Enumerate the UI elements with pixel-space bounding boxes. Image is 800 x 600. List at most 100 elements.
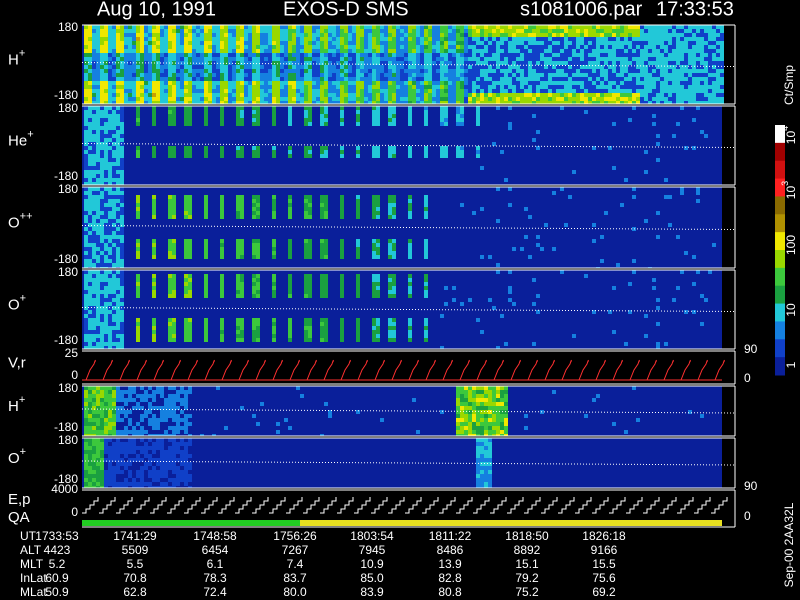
heatmap-cell [720,77,724,81]
heatmap-cell [196,37,200,41]
heatmap-cell [480,61,484,65]
heatmap-cell [608,81,612,85]
heatmap-cell [288,101,292,104]
heatmap-cell [580,41,584,45]
heatmap-cell [652,61,656,65]
heatmap-cell [356,37,360,41]
heatmap-cell [232,29,236,33]
velocity-trace [408,359,419,381]
velocity-trace [204,359,215,381]
heatmap-cell [488,298,492,302]
heatmap-cell [708,57,712,61]
heatmap-cell [528,49,532,53]
heatmap-cell [96,239,100,243]
heatmap-cell [672,61,676,65]
heatmap-cell [632,33,636,37]
heatmap-cell [356,211,360,215]
heatmap-cell [376,199,380,203]
heatmap-cell [176,97,180,101]
heatmap-cell [152,251,156,255]
heatmap-cell [512,25,516,29]
heatmap-cell [188,65,192,69]
heatmap-cell [108,430,112,434]
heatmap-cell [160,85,164,89]
heatmap-cell [528,65,532,69]
heatmap-cell [700,73,704,77]
heatmap-cell [332,41,336,45]
heatmap-cell [152,53,156,57]
heatmap-cell [504,49,508,53]
heatmap-cell [172,318,176,322]
heatmap-cell [220,81,224,85]
heatmap-cell [204,114,208,118]
heatmap-cell [656,322,660,326]
heatmap-cell [296,45,300,49]
heatmap-cell [96,97,100,101]
heatmap-cell [528,29,532,33]
heatmap-cell [636,101,640,104]
heatmap-cell [84,134,88,138]
heatmap-cell [256,85,260,89]
heatmap-cell [124,49,128,53]
heatmap-cell [264,41,268,45]
heatmap-cell [564,53,568,57]
heatmap-cell [172,61,176,65]
heatmap-cell [100,219,104,223]
heatmap-cell [208,73,212,77]
heatmap-cell [620,93,624,97]
heatmap-cell [328,81,332,85]
heatmap-cell [100,93,104,97]
heatmap-cell [180,93,184,97]
heatmap-cell [612,33,616,37]
heatmap-cell [356,199,360,203]
heatmap-cell [168,85,172,89]
heatmap-cell [476,114,480,118]
heatmap-cell [444,146,448,150]
heatmap-cell [656,81,660,85]
heatmap-cell [104,207,108,211]
heatmap-cell [404,93,408,97]
heatmap-cell [340,25,344,29]
heatmap-cell [392,85,396,89]
heatmap-cell [264,101,268,104]
heatmap-cell [180,37,184,41]
heatmap-cell [112,247,116,251]
heatmap-cell [532,45,536,49]
heatmap-cell [172,41,176,45]
heatmap-cell [584,65,588,69]
heatmap-cell [136,29,140,33]
heatmap-cell [408,57,412,61]
heatmap-cell [408,334,412,338]
heatmap-cell [544,89,548,93]
heatmap-cell [304,106,308,110]
heatmap-cell [164,37,168,41]
heatmap-cell [340,211,344,215]
heatmap-cell [500,41,504,45]
heatmap-cell [360,61,364,65]
heatmap-cell [120,223,124,227]
heatmap-cell [220,338,224,342]
heatmap-cell [432,85,436,89]
heatmap-cell [452,29,456,33]
heatmap-cell [204,53,208,57]
heatmap-cell [676,53,680,57]
heatmap-cell [220,101,224,104]
heatmap-cell [84,25,88,29]
heatmap-cell [632,85,636,89]
heatmap-cell [124,29,128,33]
heatmap-cell [252,97,256,101]
heatmap-cell [232,85,236,89]
heatmap-cell [332,37,336,41]
heatmap-cell [88,211,92,215]
heatmap-cell [448,93,452,97]
heatmap-cell [92,338,96,342]
heatmap-cell [100,426,104,430]
heatmap-cell [104,29,108,33]
heatmap-cell [388,239,392,243]
heatmap-cell [328,101,332,104]
heatmap-cell [336,41,340,45]
heatmap-cell [424,294,428,298]
heatmap-cell [600,97,604,101]
heatmap-cell [356,29,360,33]
heatmap-cell [320,211,324,215]
